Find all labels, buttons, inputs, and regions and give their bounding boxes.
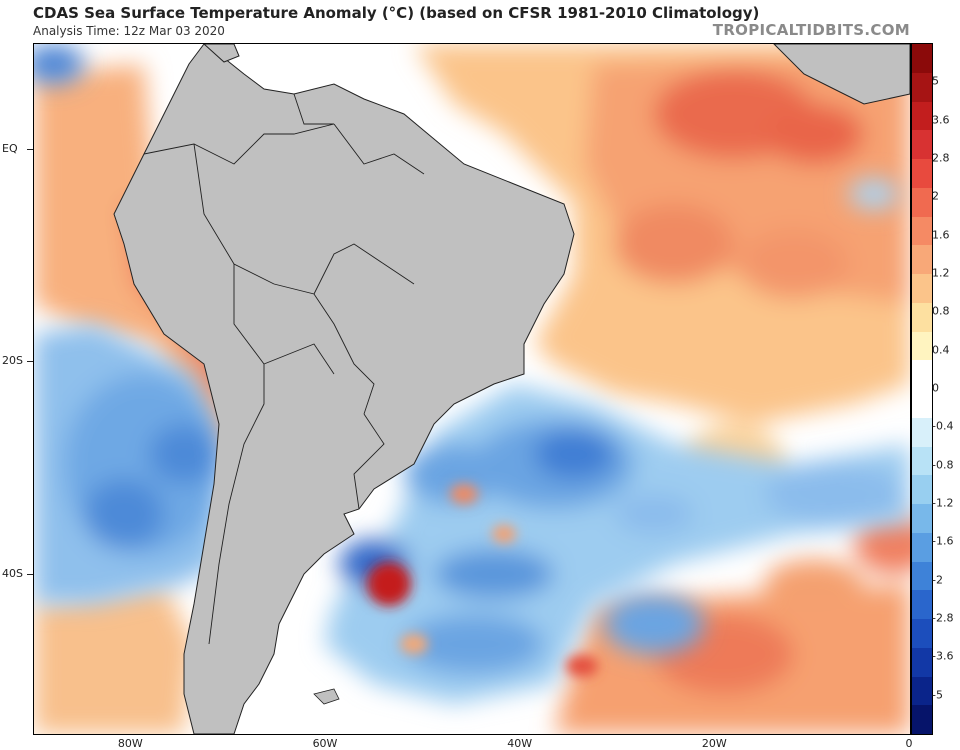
falklands-land xyxy=(313,688,340,705)
colorbar-segment xyxy=(912,331,932,361)
colorbar-segment xyxy=(912,302,932,332)
lat-label-eq: EQ xyxy=(2,142,18,156)
colorbar-label: 0 xyxy=(932,381,939,395)
lat-tick xyxy=(27,573,33,575)
lon-label-0: 0 xyxy=(905,737,913,750)
lon-label-20w: 20W xyxy=(701,737,727,750)
warm-eddies xyxy=(367,484,598,677)
colorbar-segment xyxy=(912,532,932,562)
colorbar-segment xyxy=(912,187,932,217)
colorbar-segment xyxy=(912,417,932,447)
colorbar-segment xyxy=(912,72,932,102)
colorbar xyxy=(911,43,933,735)
map-canvas xyxy=(34,44,910,734)
colorbar-segment xyxy=(912,130,932,159)
colorbar-label: -5 xyxy=(932,688,943,702)
africa-land xyxy=(773,44,910,105)
lat-label-20s: 20S xyxy=(2,354,23,368)
cool-anomaly-layer xyxy=(34,44,910,704)
colorbar-label: 3.6 xyxy=(932,113,950,127)
sst-anomaly-map[interactable] xyxy=(33,43,911,735)
colorbar-segment xyxy=(912,101,932,131)
colorbar-segment xyxy=(912,360,932,389)
country-borders xyxy=(143,93,425,645)
brand-watermark: TROPICALTIDBITS.COM xyxy=(712,21,910,39)
colorbar-segment xyxy=(912,446,932,476)
analysis-time: Analysis Time: 12z Mar 03 2020 xyxy=(33,24,225,38)
colorbar-label: -0.4 xyxy=(932,419,954,433)
colorbar-segment xyxy=(912,389,932,418)
colorbar-label: 1.6 xyxy=(932,228,950,242)
colorbar-label: 2 xyxy=(932,189,939,203)
central-america-land xyxy=(203,44,240,63)
colorbar-segment xyxy=(912,245,932,274)
colorbar-label: -3.6 xyxy=(932,649,954,663)
colorbar-segment xyxy=(912,216,932,246)
colorbar-segment xyxy=(912,705,932,734)
south-america-land xyxy=(113,44,575,734)
colorbar-label: -2 xyxy=(932,573,943,587)
lon-label-80w: 80W xyxy=(117,737,143,750)
colorbar-segment xyxy=(912,647,932,677)
colorbar-segment xyxy=(912,44,932,73)
colorbar-label: -0.8 xyxy=(932,458,954,472)
colorbar-label: 0.8 xyxy=(932,304,950,318)
chart-title: CDAS Sea Surface Temperature Anomaly (°C… xyxy=(33,4,760,22)
lat-tick xyxy=(27,149,33,151)
colorbar-segment xyxy=(912,590,932,619)
colorbar-label: -1.6 xyxy=(932,534,954,548)
colorbar-label: -1.2 xyxy=(932,496,954,510)
colorbar-segment xyxy=(912,274,932,303)
colorbar-label: 0.4 xyxy=(932,343,950,357)
colorbar-segment xyxy=(912,504,932,533)
colorbar-label: 5 xyxy=(932,74,939,88)
colorbar-label: 1.2 xyxy=(932,266,950,280)
colorbar-segment xyxy=(912,676,932,706)
lat-tick xyxy=(27,361,33,363)
colorbar-label: -2.8 xyxy=(932,611,954,625)
colorbar-segment xyxy=(912,475,932,504)
lon-label-40w: 40W xyxy=(507,737,533,750)
lat-label-40s: 40S xyxy=(2,566,23,580)
colorbar-segment xyxy=(912,619,932,648)
colorbar-segment xyxy=(912,561,932,591)
lon-label-60w: 60W xyxy=(312,737,338,750)
colorbar-label: 2.8 xyxy=(932,151,950,165)
colorbar-segment xyxy=(912,159,932,188)
